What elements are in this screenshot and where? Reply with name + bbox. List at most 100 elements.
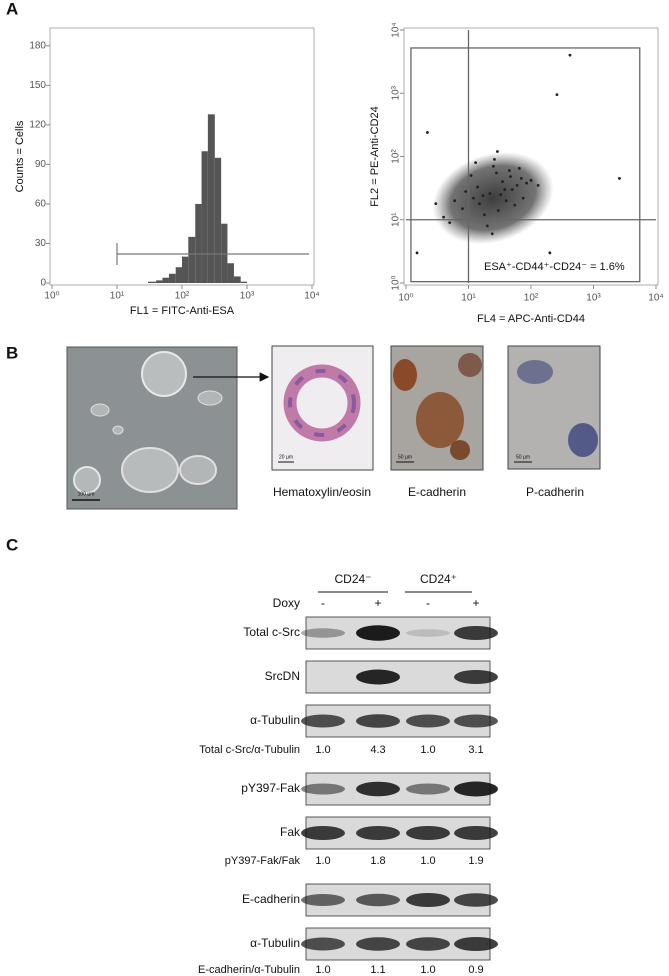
scatter-point: [525, 181, 528, 185]
y-tick-label: 90: [35, 159, 47, 170]
scatter-point: [515, 183, 519, 187]
scatter-point: [513, 203, 517, 207]
x-tick-label: 10³: [586, 293, 601, 304]
blot: [301, 704, 498, 738]
scatter-point: [415, 251, 419, 255]
ratio-value: 3.1: [468, 744, 483, 756]
scatter-point: [442, 215, 446, 219]
scatter-point: [618, 177, 621, 180]
scatter-point: [548, 251, 552, 255]
x-tick-label: 10⁰: [398, 293, 413, 304]
x-tick-label: 10²: [524, 293, 539, 304]
panel-label: B: [6, 343, 18, 362]
nuclei: [288, 369, 356, 437]
ratio-value: 1.0: [420, 744, 435, 756]
blot-label: α-Tubulin: [250, 936, 300, 950]
histogram-bar: [195, 203, 202, 283]
x-axis-label: FL4 = APC-Anti-CD44: [477, 313, 585, 325]
x-tick-label: 10⁴: [648, 293, 663, 304]
cell-cluster: [121, 447, 179, 493]
scatter-point: [501, 180, 504, 184]
blot: [301, 772, 498, 806]
y-tick-label: 10²: [391, 149, 402, 164]
scatter-point: [496, 209, 500, 212]
blot-label: pY397-Fak: [241, 781, 301, 795]
y-tick-label: 120: [29, 120, 46, 131]
histogram-bar: [201, 151, 208, 283]
panel-label: C: [6, 535, 18, 554]
histogram-bar: [221, 223, 228, 283]
scatter-point: [461, 207, 464, 211]
image-caption: Hematoxylin/eosin: [273, 485, 371, 499]
blot-band: [406, 893, 450, 907]
y-tick-label: 10³: [391, 85, 402, 100]
histogram-bar: [162, 277, 169, 283]
stained-cells: [416, 392, 464, 448]
blot-band: [356, 781, 400, 797]
scatter-point: [476, 185, 480, 189]
x-tick-label: 10⁰: [44, 291, 59, 302]
scatter-point: [490, 232, 494, 236]
panel-label: A: [6, 0, 18, 18]
scatter-point: [521, 196, 525, 200]
blot-label: E-cadherin: [242, 892, 300, 906]
histogram-bar: [156, 280, 163, 283]
sphere: [141, 351, 187, 397]
scatter-point: [472, 196, 475, 200]
blot-band: [301, 937, 345, 951]
x-tick-label: 10³: [240, 291, 255, 302]
blot-band: [406, 826, 450, 840]
blot-band: [454, 714, 498, 728]
ratio-label: pY397-Fak/Fak: [225, 855, 301, 867]
treatment-sign: +: [472, 596, 479, 610]
cell-cluster: [179, 455, 217, 485]
scatter-point: [434, 202, 438, 206]
group-label: CD24⁺: [420, 572, 457, 586]
scatter-point: [503, 188, 507, 191]
blot-band: [454, 781, 498, 797]
ratio-value: 1.8: [370, 855, 385, 867]
y-axis-label: FL2 = PE-Anti-CD24: [369, 106, 381, 207]
scatter-point: [481, 194, 485, 198]
blot-band: [406, 937, 450, 951]
scatter-point: [483, 213, 486, 217]
treatment-label: Doxy: [273, 596, 300, 610]
treatment-sign: -: [426, 596, 430, 610]
scatter-point: [499, 193, 503, 196]
blot-band: [454, 670, 498, 684]
ratio-value: 0.9: [468, 964, 483, 976]
blot: [301, 816, 498, 850]
scatter-point: [453, 199, 457, 203]
blot-band: [454, 626, 498, 640]
group-label: CD24⁻: [334, 572, 371, 586]
ratio-value: 1.0: [420, 855, 435, 867]
scatter-point: [529, 178, 533, 182]
y-tick-label: 10⁰: [391, 275, 402, 290]
scatter-point: [488, 192, 492, 195]
blot-label: SrcDN: [265, 669, 300, 683]
ratio-value: 1.9: [468, 855, 483, 867]
stained-cells: [517, 360, 553, 384]
blot-band: [301, 628, 345, 638]
scatter-point: [474, 161, 478, 165]
x-tick-label: 10²: [175, 291, 190, 302]
blot: [301, 927, 498, 961]
blot-band: [301, 894, 345, 906]
blot-band: [406, 783, 450, 795]
blot-band: [356, 826, 400, 840]
blot: [305, 660, 498, 694]
y-tick-label: 0: [40, 278, 46, 289]
histogram-bar: [188, 236, 196, 283]
scatter-point: [495, 171, 498, 175]
blot: [301, 616, 498, 650]
scatter-point: [426, 131, 429, 134]
y-tick-label: 60: [35, 199, 47, 210]
cell-cluster: [197, 390, 223, 406]
ratio-value: 1.0: [315, 855, 330, 867]
scatter-point: [478, 202, 481, 206]
gate-box: [410, 47, 641, 283]
sphere: [73, 466, 101, 494]
blot-band: [406, 714, 450, 728]
scatter-point: [510, 188, 514, 191]
